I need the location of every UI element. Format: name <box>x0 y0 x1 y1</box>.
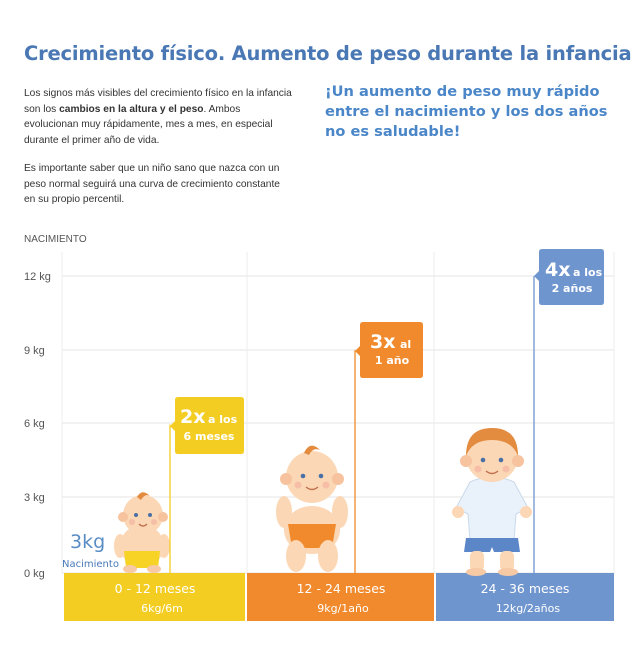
tag-shape <box>170 397 244 454</box>
tag-caption-line-1: a los <box>208 413 238 426</box>
tag-multiplier: 2x <box>180 406 205 428</box>
hair <box>466 428 518 456</box>
eye <box>318 473 324 479</box>
ear <box>332 473 344 485</box>
hair <box>137 492 150 500</box>
intro-text: Los signos más visibles del crecimiento … <box>24 86 294 221</box>
tag-shape <box>355 322 423 378</box>
foot <box>123 565 137 573</box>
segment-sublabel: 12kg/2años <box>496 602 560 615</box>
y-tick-label: 3 kg <box>24 492 45 504</box>
ear <box>118 512 128 522</box>
leg <box>286 540 306 572</box>
hand <box>520 506 532 518</box>
ear <box>512 455 524 467</box>
intro-text-part: Los signos más visibles del crecimiento … <box>24 88 292 115</box>
cheek <box>129 519 135 525</box>
hair <box>304 445 320 455</box>
cheek <box>502 465 510 473</box>
cheek <box>322 481 330 489</box>
baby-1-year-illustration <box>276 445 348 572</box>
hand <box>452 506 464 518</box>
segment-bar <box>436 573 614 621</box>
ear <box>280 473 292 485</box>
cheek <box>474 465 482 473</box>
segment-sublabel: 9kg/1año <box>317 602 369 615</box>
birth-weight-label: 3kg <box>70 531 105 553</box>
arm <box>114 534 126 558</box>
leg <box>500 551 514 571</box>
tag-caption-line-1: al <box>400 338 411 351</box>
birth-marker: 3kg Nacimiento <box>62 531 119 570</box>
y-tick-label: 6 kg <box>24 418 45 430</box>
tag-multiplier: 4x <box>545 259 570 281</box>
eye <box>134 513 138 517</box>
highlight-message: ¡Un aumento de peso muy rápido entre el … <box>325 83 608 140</box>
tag-multiplier: 3x <box>370 331 395 353</box>
arm <box>158 534 170 558</box>
diaper <box>124 551 160 568</box>
ear <box>460 455 472 467</box>
shorts <box>464 538 520 552</box>
segment-sublabel: 6kg/6m <box>141 602 183 615</box>
tag-caption-line-2: 6 meses <box>184 430 235 443</box>
tag-caption-line-2: 2 años <box>552 282 593 295</box>
ear <box>158 512 168 522</box>
eye <box>148 513 152 517</box>
birth-caption: Nacimiento <box>62 559 119 570</box>
tag-caption-line-2: 1 año <box>375 354 410 367</box>
page-title: Crecimiento físico. Aumento de peso dura… <box>24 42 632 65</box>
tag-caption-line-1: a los <box>573 266 603 279</box>
head <box>123 495 163 535</box>
y-tick-labels: 0 kg 3 kg 6 kg 9 kg 12 kg <box>24 271 51 580</box>
head <box>286 451 338 503</box>
weight-markers: 2x a los 6 meses 3x al 1 año 4x a los 2 … <box>169 249 604 573</box>
segment-label: 24 - 36 meses <box>481 581 570 596</box>
leg <box>318 540 338 572</box>
y-tick-label: 12 kg <box>24 271 51 283</box>
mouth <box>305 486 319 491</box>
segment-label: 12 - 24 meses <box>297 581 386 596</box>
foot <box>466 568 486 576</box>
intro-emphasis: cambios en la altura y el peso <box>59 103 204 115</box>
segment-bar <box>64 573 245 621</box>
y-tick-label: 0 kg <box>24 568 45 580</box>
segment-label: 0 - 12 meses <box>115 581 196 596</box>
foot <box>498 568 518 576</box>
segment-bar <box>247 573 434 621</box>
intro-paragraph-2: Es importante saber que un niño sano que… <box>24 163 280 205</box>
y-axis-title: NACIMIENTO <box>24 234 87 245</box>
foot <box>147 565 161 573</box>
cheek <box>294 481 302 489</box>
mouth <box>138 523 148 527</box>
weight-tag: 2x a los 6 meses <box>170 397 244 454</box>
growth-segments: 0 - 12 meses 12 - 24 meses 24 - 36 meses… <box>64 573 614 621</box>
eye <box>480 457 486 463</box>
intro-text-part: . Ambos evolucionan muy rápidamente, mes… <box>24 103 273 146</box>
weight-tag: 4x a los 2 años <box>534 249 604 305</box>
tag-shape <box>534 249 604 305</box>
eye <box>300 473 306 479</box>
cheek <box>151 519 157 525</box>
eye <box>498 457 504 463</box>
mouth <box>485 470 499 475</box>
arm <box>276 496 292 528</box>
baby-6-months-illustration <box>114 492 170 573</box>
child-2-years-illustration <box>452 428 532 576</box>
y-tick-label: 9 kg <box>24 345 45 357</box>
shirt <box>455 476 529 541</box>
intro-paragraph-1: Los signos más visibles del crecimiento … <box>24 86 294 148</box>
arm <box>332 496 348 528</box>
weight-tag: 3x al 1 año <box>355 322 423 378</box>
leg <box>470 551 484 571</box>
